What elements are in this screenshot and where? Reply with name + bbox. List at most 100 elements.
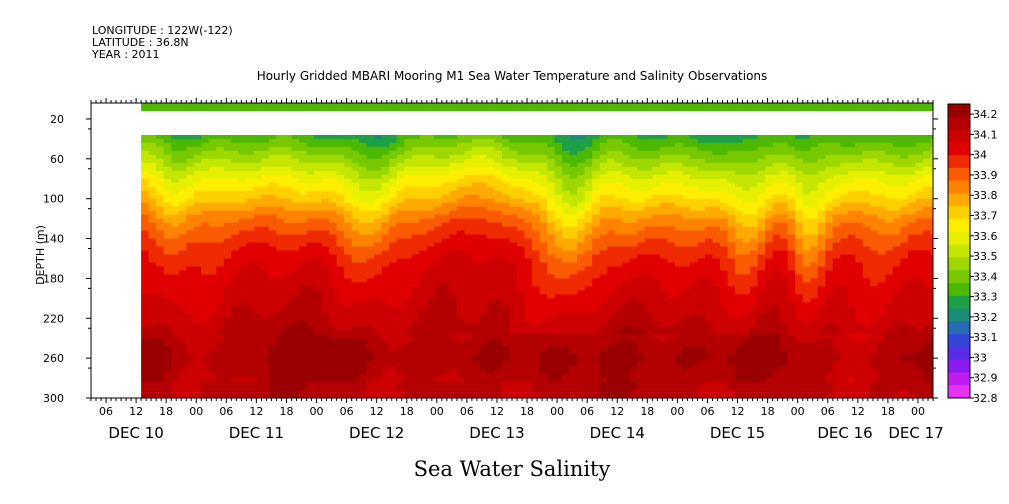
heatmap-cell	[456, 250, 465, 256]
heatmap-cell	[306, 190, 315, 196]
heatmap-cell	[599, 254, 608, 260]
heatmap-cell	[479, 302, 488, 307]
heatmap-cell	[148, 382, 157, 387]
heatmap-cell	[644, 366, 653, 371]
heatmap-cell	[411, 390, 420, 395]
heatmap-cell	[532, 390, 541, 395]
heatmap-cell	[178, 302, 187, 307]
heatmap-cell	[374, 322, 383, 327]
heatmap-cell	[682, 150, 691, 156]
heatmap-cell	[156, 206, 165, 212]
heatmap-cell	[156, 346, 165, 351]
heatmap-cell	[434, 382, 443, 387]
heatmap-cell	[238, 154, 247, 160]
heatmap-cell	[547, 158, 556, 164]
heatmap-cell	[156, 146, 165, 152]
heatmap-cell	[607, 134, 616, 140]
heatmap-cell	[441, 103, 450, 108]
heatmap-cell	[238, 358, 247, 363]
heatmap-cell	[419, 334, 428, 339]
heatmap-cell	[208, 394, 217, 398]
heatmap-cell	[298, 150, 308, 156]
heatmap-cell	[298, 378, 308, 383]
heatmap-cell	[562, 238, 571, 244]
heatmap-cell	[501, 190, 511, 196]
heatmap-cell	[314, 326, 323, 331]
heatmap-cell	[276, 326, 285, 331]
heatmap-cell	[404, 178, 413, 184]
heatmap-cell	[291, 266, 300, 272]
heatmap-cell	[494, 350, 503, 355]
heatmap-cell	[359, 190, 368, 196]
heatmap-cell	[261, 274, 270, 280]
heatmap-cell	[186, 174, 195, 180]
heatmap-cell	[344, 390, 353, 395]
heatmap-cell	[652, 394, 661, 398]
heatmap-cell	[336, 170, 345, 176]
heatmap-cell	[501, 146, 511, 152]
heatmap-cell	[501, 362, 511, 367]
heatmap-cell	[539, 394, 548, 398]
heatmap-cell	[389, 202, 398, 208]
heatmap-cell	[622, 306, 631, 311]
heatmap-cell	[208, 230, 217, 236]
heatmap-cell	[359, 326, 368, 331]
heatmap-cell	[674, 150, 684, 156]
heatmap-cell	[344, 103, 353, 108]
heatmap-cell	[674, 378, 684, 383]
heatmap-cell	[607, 182, 616, 188]
heatmap-cell	[314, 298, 323, 303]
heatmap-cell	[141, 346, 150, 351]
heatmap-cell	[381, 170, 390, 176]
heatmap-cell	[629, 270, 638, 276]
heatmap-cell	[314, 342, 323, 347]
heatmap-cell	[464, 106, 473, 112]
heatmap-cell	[374, 246, 383, 252]
heatmap-cell	[614, 246, 623, 252]
heatmap-cell	[291, 242, 300, 248]
heatmap-cell	[223, 374, 232, 379]
heatmap-cell	[246, 214, 255, 220]
heatmap-cell	[193, 210, 202, 216]
heatmap-cell	[584, 170, 593, 176]
heatmap-cell	[283, 298, 293, 303]
heatmap-cell	[329, 254, 338, 260]
heatmap-cell	[321, 262, 330, 268]
heatmap-cell	[163, 178, 172, 184]
heatmap-cell	[577, 310, 586, 315]
heatmap-cell	[426, 342, 435, 347]
heatmap-cell	[283, 310, 293, 315]
heatmap-cell	[501, 298, 511, 303]
heatmap-cell	[539, 214, 548, 220]
heatmap-cell	[652, 294, 661, 299]
heatmap-cell	[396, 326, 405, 331]
heatmap-cell	[396, 258, 405, 264]
heatmap-cell	[163, 222, 172, 228]
heatmap-cell	[223, 154, 232, 160]
heatmap-cell	[441, 234, 450, 240]
heatmap-cell	[441, 330, 450, 335]
heatmap-cell	[434, 270, 443, 276]
heatmap-cell	[389, 170, 398, 176]
heatmap-cell	[434, 338, 443, 343]
heatmap-cell	[193, 358, 202, 363]
heatmap-cell	[419, 174, 428, 180]
heatmap-cell	[374, 338, 383, 343]
heatmap-cell	[396, 386, 405, 391]
heatmap-cell	[336, 206, 345, 212]
heatmap-cell	[268, 106, 278, 112]
heatmap-cell	[629, 186, 638, 192]
heatmap-cell	[261, 246, 270, 252]
heatmap-cell	[554, 166, 563, 172]
heatmap-cell	[141, 202, 150, 208]
heatmap-cell	[614, 230, 623, 236]
heatmap-cell	[201, 286, 210, 291]
heatmap-cell	[644, 162, 653, 168]
heatmap-cell	[223, 294, 232, 299]
heatmap-cell	[584, 326, 593, 331]
heatmap-cell	[216, 226, 225, 232]
heatmap-cell	[577, 250, 586, 256]
heatmap-cell	[667, 330, 676, 335]
heatmap-cell	[351, 142, 360, 148]
heatmap-cell	[201, 190, 210, 196]
